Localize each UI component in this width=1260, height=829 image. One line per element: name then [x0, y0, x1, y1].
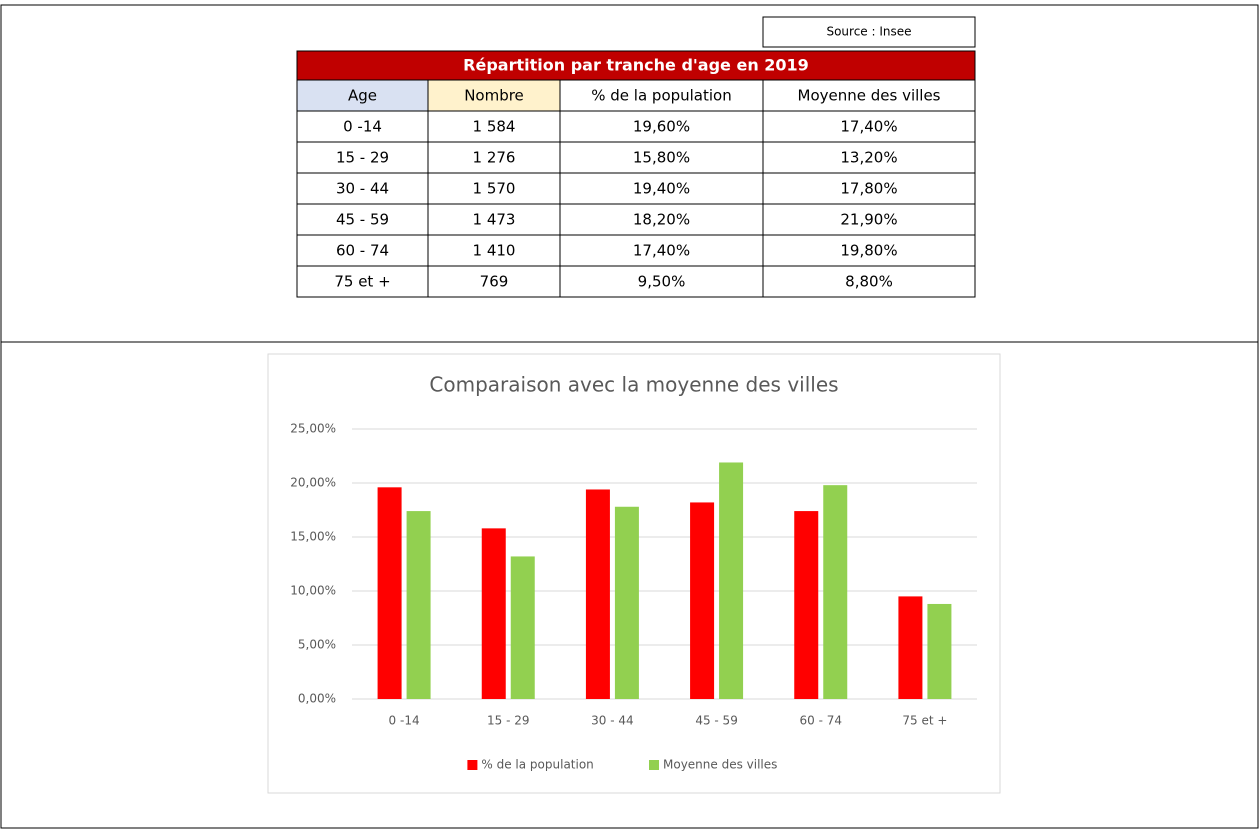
table-cell: 8,80%: [845, 273, 893, 291]
table-cell-cell: [762, 203, 976, 236]
table-cell-cell: [559, 172, 764, 205]
table-header-cell: [762, 79, 976, 112]
table-cell: 13,20%: [840, 149, 897, 167]
table-cell: 1 410: [473, 242, 516, 260]
table-cell: 1 276: [473, 149, 516, 167]
table-cell-cell: [427, 234, 561, 267]
table-cell: 17,40%: [840, 118, 897, 136]
table-cell-cell: [559, 234, 764, 267]
table-header-cell: [296, 79, 429, 112]
table-cell: 15 - 29: [336, 149, 389, 167]
table-cell-cell: [296, 265, 429, 298]
x-tick-label: 15 - 29: [487, 714, 530, 728]
table-cell-cell: [296, 172, 429, 205]
bar: [719, 462, 744, 699]
table-cell: 60 - 74: [336, 242, 389, 260]
table-cell: 18,20%: [633, 211, 690, 229]
table-cell-cell: [559, 203, 764, 236]
table-cell-cell: [427, 110, 561, 143]
bar: [898, 596, 923, 699]
bar: [481, 528, 506, 699]
y-tick-label: 20,00%: [290, 476, 336, 490]
bar: [377, 487, 402, 699]
y-tick-label: 25,00%: [290, 422, 336, 436]
table-cell: 15,80%: [633, 149, 690, 167]
table-cell: 1 473: [473, 211, 516, 229]
table-header: Age: [348, 87, 377, 105]
bar: [510, 556, 535, 699]
table-cell: 17,80%: [840, 180, 897, 198]
table-cell-cell: [559, 141, 764, 174]
table-header: Moyenne des villes: [798, 87, 941, 105]
table-cell: 9,50%: [638, 273, 686, 291]
bar: [614, 506, 639, 699]
x-tick-label: 45 - 59: [695, 714, 738, 728]
source: Source : Insee: [826, 25, 911, 39]
bar: [927, 603, 952, 699]
table-cell: 769: [480, 273, 509, 291]
table-cell-cell: [296, 203, 429, 236]
table-cell-cell: [762, 265, 976, 298]
chart-title: Comparaison avec la moyenne des villes: [429, 373, 838, 397]
table-cell: 19,60%: [633, 118, 690, 136]
legend-label: % de la population: [481, 758, 593, 772]
x-tick-label: 30 - 44: [591, 714, 634, 728]
y-tick-label: 10,00%: [290, 584, 336, 598]
legend-label: Moyenne des villes: [663, 758, 777, 772]
table-cell-cell: [296, 141, 429, 174]
bar: [406, 511, 431, 699]
x-tick-label: 0 -14: [389, 714, 420, 728]
frame: [0, 4, 1259, 829]
bar: [794, 511, 819, 699]
table-cell: 17,40%: [633, 242, 690, 260]
table-cell-cell: [427, 203, 561, 236]
table-header: Nombre: [464, 87, 524, 105]
source-cell: [762, 16, 976, 48]
table-cell-cell: [296, 110, 429, 143]
table-cell-cell: [762, 110, 976, 143]
table-cell: 21,90%: [840, 211, 897, 229]
y-tick-label: 5,00%: [298, 638, 336, 652]
table-cell-cell: [296, 234, 429, 267]
bar: [585, 489, 610, 699]
table-title: Répartition par tranche d'age en 2019: [463, 56, 809, 75]
table-cell: 19,40%: [633, 180, 690, 198]
bar: [823, 485, 848, 699]
table-cell: 75 et +: [334, 273, 390, 291]
table-cell: 45 - 59: [336, 211, 389, 229]
table-header: % de la population: [591, 87, 732, 105]
table-cell-cell: [427, 172, 561, 205]
y-tick-label: 0,00%: [298, 692, 336, 706]
table-cell-cell: [762, 141, 976, 174]
table-header-cell: [559, 79, 764, 112]
table-cell: 1 570: [473, 180, 516, 198]
table-cell: 0 -14: [343, 118, 382, 136]
table-cell-cell: [427, 141, 561, 174]
bar: [690, 502, 715, 699]
table-title-cell: [296, 50, 976, 81]
table-cell-cell: [762, 172, 976, 205]
x-tick-label: 60 - 74: [800, 714, 843, 728]
y-tick-label: 15,00%: [290, 530, 336, 544]
table-cell: 30 - 44: [336, 180, 389, 198]
table-cell: 1 584: [473, 118, 516, 136]
table-cell-cell: [427, 265, 561, 298]
x-tick-label: 75 et +: [902, 714, 947, 728]
table-cell: 19,80%: [840, 242, 897, 260]
legend-swatch: [649, 760, 659, 770]
legend-swatch: [467, 760, 478, 770]
